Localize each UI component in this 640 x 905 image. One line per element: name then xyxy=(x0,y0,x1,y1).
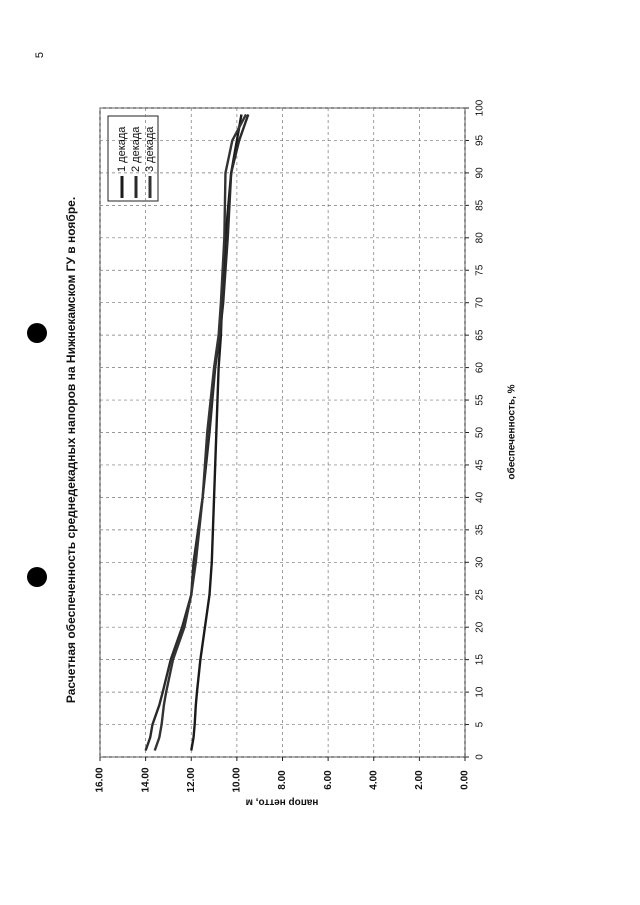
x-tick-label: 25 xyxy=(475,589,486,601)
y-tick-label: 16.00 xyxy=(95,767,106,792)
x-tick-label: 85 xyxy=(475,199,486,211)
y-tick-label: 4.00 xyxy=(368,770,379,790)
x-tick-label: 15 xyxy=(475,654,486,666)
punch-hole xyxy=(27,567,47,587)
y-tick-label: 14.00 xyxy=(140,767,151,792)
x-tick-label: 20 xyxy=(475,621,486,633)
legend-label: 3 декада xyxy=(144,126,156,172)
x-axis-label: обеспеченность, % xyxy=(506,384,518,479)
x-tick-label: 65 xyxy=(475,329,486,341)
y-tick-label: 8.00 xyxy=(277,770,288,790)
x-tick-label: 10 xyxy=(475,686,486,698)
x-tick-label: 100 xyxy=(475,99,486,116)
y-tick-label: 12.00 xyxy=(186,767,197,792)
x-tick-label: 50 xyxy=(475,427,486,439)
x-tick-label: 45 xyxy=(475,459,486,471)
chart-title: Расчетная обеспеченность среднедекадных … xyxy=(64,197,78,703)
page-number: 5 xyxy=(34,52,46,58)
x-tick-label: 90 xyxy=(475,167,486,179)
data-line xyxy=(153,113,248,751)
x-tick-label: 95 xyxy=(475,134,486,146)
y-axis-label: напор нетто, м xyxy=(246,796,319,807)
x-tick-label: 40 xyxy=(475,491,486,503)
x-tick-label: 30 xyxy=(475,556,486,568)
x-tick-label: 5 xyxy=(475,721,486,727)
legend-label: 1 декада xyxy=(116,126,128,172)
y-tick-label: 2.00 xyxy=(414,770,425,790)
punch-hole xyxy=(27,323,47,343)
x-tick-label: 55 xyxy=(475,394,486,406)
y-tick-label: 6.00 xyxy=(323,770,334,790)
x-tick-label: 0 xyxy=(475,754,486,760)
x-tick-label: 35 xyxy=(475,524,486,536)
x-tick-label: 75 xyxy=(475,264,486,276)
y-tick-label: 10.00 xyxy=(232,767,243,792)
x-tick-label: 70 xyxy=(475,297,486,309)
y-tick-label: 0.00 xyxy=(460,770,471,790)
x-tick-label: 60 xyxy=(475,362,486,374)
legend-label: 2 декада xyxy=(130,126,142,172)
x-tick-label: 80 xyxy=(475,232,486,244)
data-line xyxy=(190,114,243,751)
